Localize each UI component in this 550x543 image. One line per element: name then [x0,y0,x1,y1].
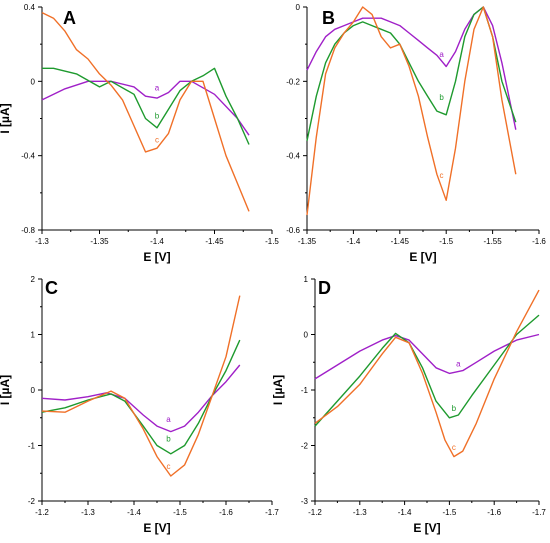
x-tick-label: -1.6 [532,237,546,246]
y-tick-label: -3 [301,497,309,506]
panel-c: -1.2 -1.3 -1.4 -1.5 -1.6 -1.7 -2 -1 0 1 2 E [V] I [µ… [0,275,279,535]
series-b-line [314,314,540,427]
series-b-label: b [439,93,444,102]
x-axis-title: E [V] [143,250,170,264]
series-b-label: b [452,404,457,413]
series-b-line [41,339,241,455]
panel-letter: B [322,8,335,28]
panel-d: -1.2 -1.3 -1.4 -1.5 -1.6 -1.7 -3 -2 -1 0 1 E [V] I [… [271,275,546,535]
x-axis-title: E [V] [143,521,170,535]
series-c-label: c [155,136,159,145]
y-tick-label: -1 [301,386,309,395]
y-axis-title: I [µA] [0,375,12,405]
panel-letter: C [45,278,58,298]
y-tick-label: 0 [31,77,36,86]
y-tick-label: 0 [31,386,36,395]
series-b-label: b [166,435,171,444]
panel-a: -1.3 -1.35 -1.4 -1.45 -1.5 -0.8 -0.4 0 0.4 E [V] I… [0,3,279,264]
x-tick-label: -1.55 [483,237,502,246]
series-b-label: b [155,112,160,121]
y-tick-label: 0 [296,3,301,12]
series-b-line [42,67,250,145]
x-tick-label: -1.7 [265,508,279,517]
panel-letter: D [318,278,331,298]
series-a-label: a [155,84,160,93]
x-tick-label: -1.5 [443,508,457,517]
series-a-label: a [439,50,444,59]
series-c-label: c [452,443,456,452]
x-tick-label: -1.35 [298,237,317,246]
x-tick-label: -1.2 [308,508,322,517]
y-tick-label: 0.4 [24,3,36,12]
y-tick-label: 1 [31,331,36,340]
x-tick-label: -1.3 [353,508,367,517]
panel-b: -1.35 -1.4 -1.45 -1.5 -1.55 -1.6 -0.6 -0.4 -0.2 0… [286,3,546,264]
y-tick-label: -0.8 [21,226,35,235]
x-tick-label: -1.35 [90,237,109,246]
y-tick-label: -0.6 [286,226,300,235]
y-tick-label: -2 [28,497,36,506]
x-tick-label: -1.5 [265,237,279,246]
x-tick-label: -1.7 [532,508,546,517]
y-axis-title: I [µA] [0,103,12,133]
x-tick-label: -1.2 [35,508,49,517]
x-tick-label: -1.4 [398,508,412,517]
x-axis-title: E [V] [413,521,440,535]
x-tick-label: -1.5 [439,237,453,246]
series-a-line [314,333,540,380]
x-tick-label: -1.45 [391,237,410,246]
y-tick-label: 0 [304,331,309,340]
y-tick-label: -1 [28,442,36,451]
x-tick-label: -1.4 [347,237,361,246]
series-c-line [41,11,250,212]
y-axis-title: I [µA] [271,375,285,405]
x-tick-label: -1.3 [35,237,49,246]
x-tick-label: -1.5 [173,508,187,517]
series-c-line [306,6,517,216]
y-tick-label: 1 [304,275,309,284]
y-tick-label: 2 [31,275,36,284]
y-tick-label: -2 [301,442,309,451]
x-tick-label: -1.3 [81,508,95,517]
y-tick-label: -0.4 [286,152,300,161]
x-tick-label: -1.45 [205,237,224,246]
x-axis-title: E [V] [409,250,436,264]
x-tick-label: -1.6 [487,508,501,517]
y-tick-label: -0.2 [286,77,300,86]
series-a-line [41,80,250,136]
series-c-label: c [440,171,444,180]
x-tick-label: -1.4 [127,508,141,517]
x-tick-label: -1.4 [150,237,164,246]
series-c-label: c [167,462,171,471]
series-a-label: a [456,360,461,369]
x-tick-label: -1.6 [219,508,233,517]
series-a-label: a [166,415,171,424]
y-tick-label: -0.4 [21,152,35,161]
panel-letter: A [63,8,76,28]
series-c-line [314,289,540,458]
series-c-line [41,295,241,477]
